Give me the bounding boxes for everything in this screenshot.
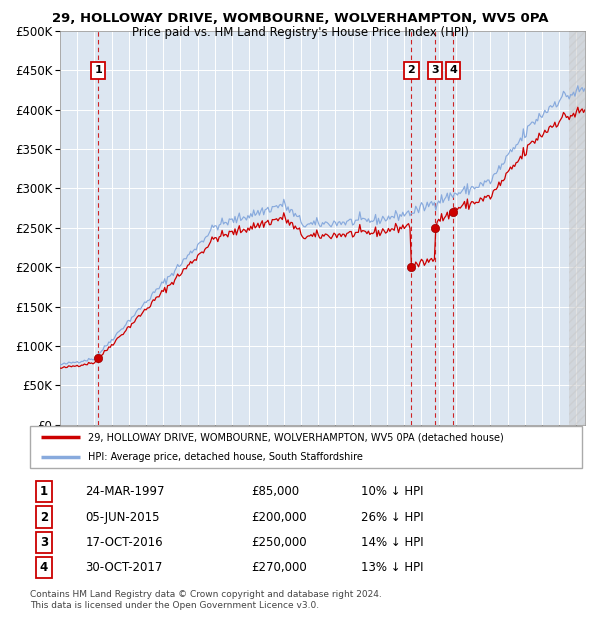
Text: 2: 2: [40, 511, 48, 523]
Text: 29, HOLLOWAY DRIVE, WOMBOURNE, WOLVERHAMPTON, WV5 0PA (detached house): 29, HOLLOWAY DRIVE, WOMBOURNE, WOLVERHAM…: [88, 432, 504, 442]
Text: 29, HOLLOWAY DRIVE, WOMBOURNE, WOLVERHAMPTON, WV5 0PA: 29, HOLLOWAY DRIVE, WOMBOURNE, WOLVERHAM…: [52, 12, 548, 25]
Text: HPI: Average price, detached house, South Staffordshire: HPI: Average price, detached house, Sout…: [88, 452, 363, 462]
Text: £250,000: £250,000: [251, 536, 307, 549]
Text: 24-MAR-1997: 24-MAR-1997: [85, 485, 164, 498]
Text: £200,000: £200,000: [251, 511, 307, 523]
Text: 2: 2: [407, 65, 415, 76]
Text: 4: 4: [40, 561, 48, 574]
Text: 14% ↓ HPI: 14% ↓ HPI: [361, 536, 424, 549]
Text: 10% ↓ HPI: 10% ↓ HPI: [361, 485, 424, 498]
Text: 3: 3: [431, 65, 439, 76]
Text: 26% ↓ HPI: 26% ↓ HPI: [361, 511, 424, 523]
Text: 3: 3: [40, 536, 48, 549]
Text: Contains HM Land Registry data © Crown copyright and database right 2024.: Contains HM Land Registry data © Crown c…: [30, 590, 382, 600]
Text: 30-OCT-2017: 30-OCT-2017: [85, 561, 163, 574]
Text: 4: 4: [449, 65, 457, 76]
Text: Price paid vs. HM Land Registry's House Price Index (HPI): Price paid vs. HM Land Registry's House …: [131, 26, 469, 39]
Text: 13% ↓ HPI: 13% ↓ HPI: [361, 561, 424, 574]
Text: £270,000: £270,000: [251, 561, 307, 574]
Text: 05-JUN-2015: 05-JUN-2015: [85, 511, 160, 523]
Text: 1: 1: [40, 485, 48, 498]
Text: 1: 1: [94, 65, 102, 76]
Text: This data is licensed under the Open Government Licence v3.0.: This data is licensed under the Open Gov…: [30, 601, 319, 611]
Bar: [569, 31, 585, 425]
Text: 17-OCT-2016: 17-OCT-2016: [85, 536, 163, 549]
Text: £85,000: £85,000: [251, 485, 299, 498]
